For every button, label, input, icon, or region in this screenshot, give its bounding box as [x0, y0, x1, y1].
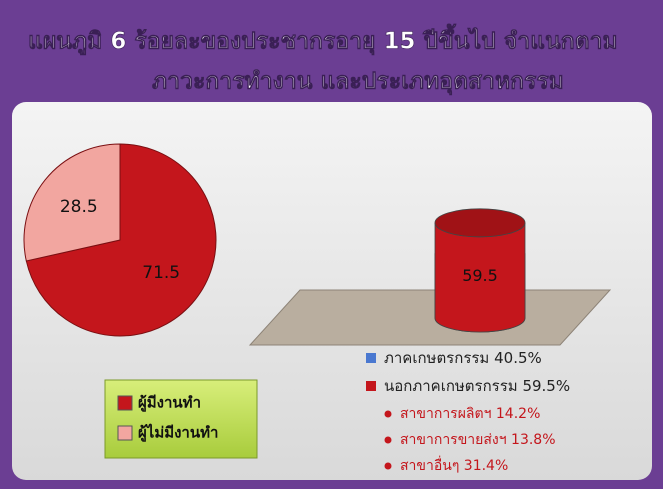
legend-value: 59.5%: [522, 377, 570, 395]
title-line: ภาวะการทำงาน และประเภทอุตสาหกรรม: [152, 69, 564, 96]
legend-label: นอกภาคเกษตรกรรม 59.5%: [384, 377, 570, 395]
legend-label: ผู้ไม่มีงานทำ: [138, 423, 218, 443]
breakdown-name: สาขาการผลิตฯ: [400, 406, 491, 422]
breakdown-name: สาขาอื่นๆ: [400, 456, 459, 474]
title-line: แผนภูมิ 6 ร้อยละของประชากรอายุ 15 ปีขึ้น…: [28, 24, 618, 56]
bullet: [384, 410, 392, 418]
breakdown-label: สาขาอื่นๆ 31.4%: [400, 456, 508, 474]
pie-slice: [23, 143, 121, 262]
legend-name: ภาคเกษตรกรรม: [384, 349, 489, 367]
pie-slice: [25, 143, 217, 337]
legend-box: [104, 379, 258, 459]
breakdown-value: 31.4%: [464, 458, 508, 474]
cylinder-top: [434, 208, 526, 238]
legend-swatch: [366, 381, 376, 391]
data-label: 28.5: [60, 197, 98, 217]
data-label: 71.5: [142, 263, 180, 283]
breakdown-label: สาขาการผลิตฯ 14.2%: [400, 406, 540, 422]
legend-swatch: [117, 425, 133, 441]
data-label: 59.5: [462, 266, 498, 285]
floor: [248, 289, 612, 346]
legend-label: ผู้มีงานทำ: [138, 394, 201, 413]
legend-value: 40.5%: [494, 349, 542, 367]
bullet: [384, 436, 392, 444]
bullet: [384, 462, 392, 470]
legend-swatch: [366, 353, 376, 363]
breakdown-value: 13.8%: [511, 432, 555, 448]
breakdown-value: 14.2%: [496, 406, 540, 422]
legend-label: ภาคเกษตรกรรม 40.5%: [384, 349, 542, 367]
breakdown-name: สาขาการขายส่งฯ: [400, 432, 507, 448]
legend-name: นอกภาคเกษตรกรรม: [384, 377, 518, 395]
breakdown-label: สาขาการขายส่งฯ 13.8%: [400, 432, 556, 448]
legend-swatch: [117, 395, 133, 411]
